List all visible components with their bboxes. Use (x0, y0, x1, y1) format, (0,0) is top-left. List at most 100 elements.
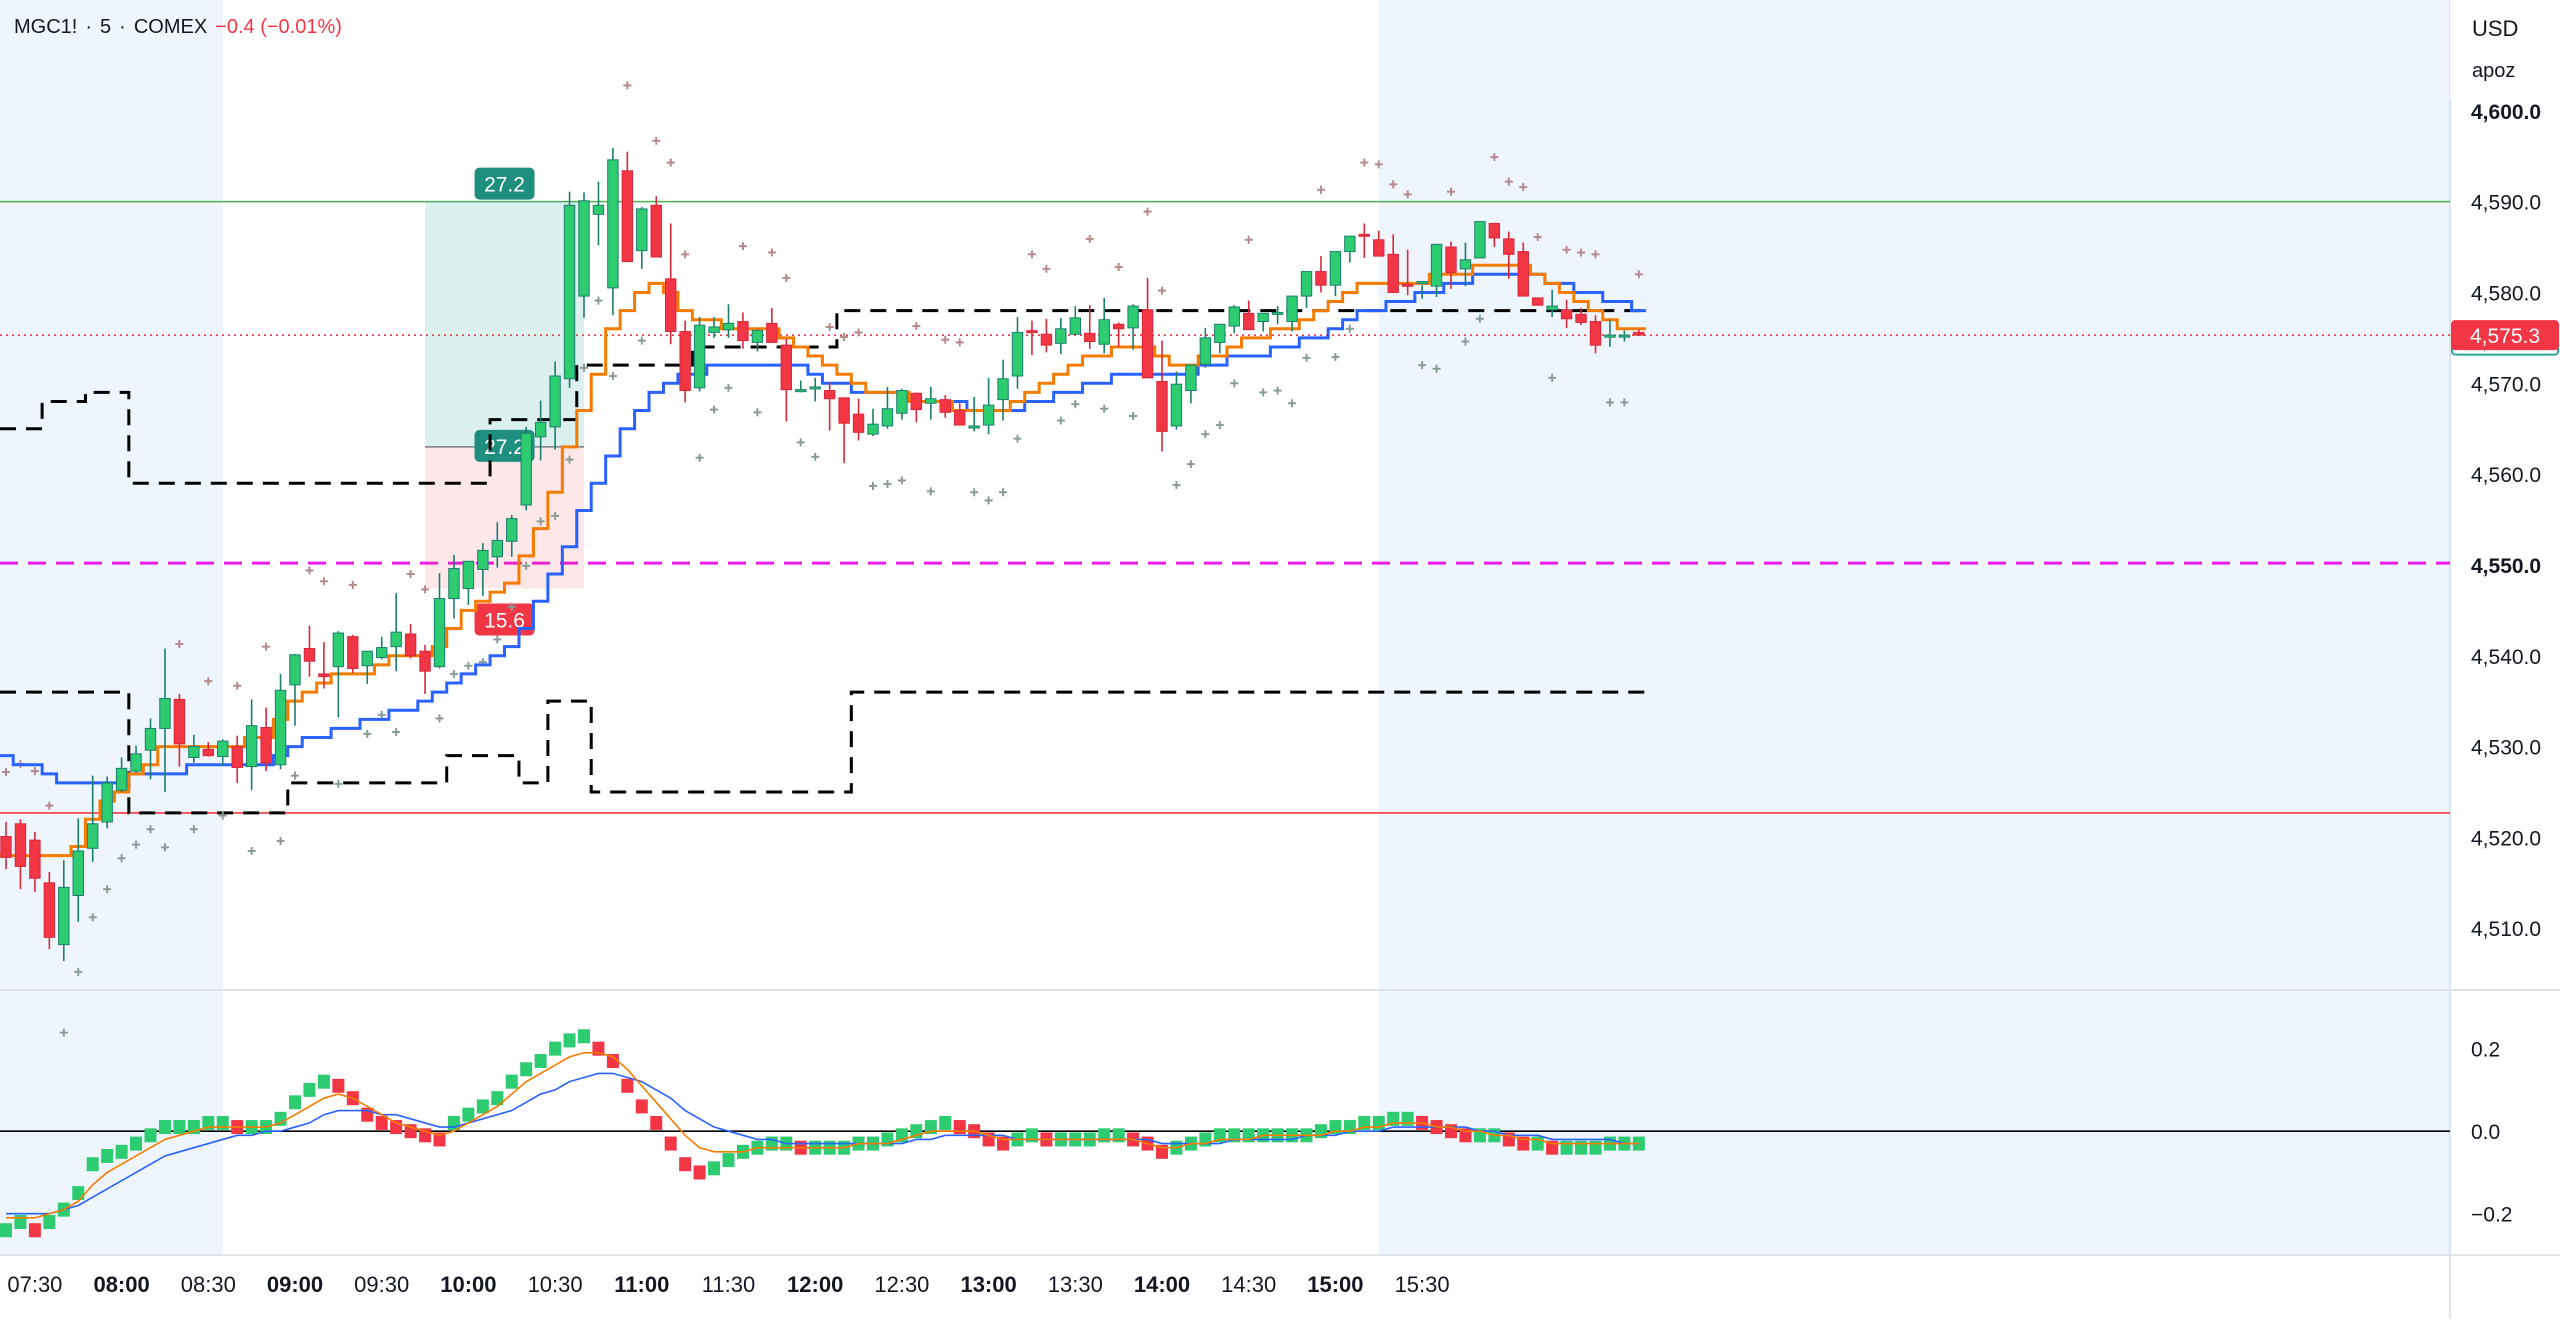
candle (838, 397, 850, 464)
time-tick: 11:30 (702, 1272, 755, 1297)
candle-body (188, 746, 200, 758)
osc-bar (144, 1128, 157, 1143)
fast-ma-line (0, 263, 1647, 858)
stop-marker (551, 511, 560, 520)
stop-marker (507, 602, 516, 611)
candle-body (867, 423, 879, 435)
candle-body (318, 673, 330, 678)
currency-label[interactable]: USD (2472, 16, 2519, 41)
osc-bar (939, 1115, 952, 1130)
candle (534, 400, 547, 461)
stop-marker (493, 635, 502, 644)
candle (433, 573, 446, 669)
stop-marker (522, 561, 531, 570)
candle-body (823, 390, 836, 400)
stop-marker (117, 854, 126, 863)
candle-body (1589, 321, 1602, 346)
candle (419, 644, 431, 694)
stop-marker (1201, 430, 1210, 439)
symbol-legend[interactable]: MGC1! · 5 · COMEX −0.4 (−0.01%) (14, 16, 342, 39)
osc-bar (635, 1099, 648, 1114)
stop-marker (1432, 364, 1441, 373)
stop-marker (1374, 160, 1383, 169)
osc-tick: 0.2 (2471, 1039, 2500, 1062)
candle-body (1040, 333, 1053, 346)
osc-bar (86, 1157, 99, 1172)
candle (809, 377, 821, 402)
step-lines (0, 309, 1647, 815)
candle-body (982, 404, 995, 426)
stop-marker (1345, 324, 1354, 333)
stop-marker (1605, 398, 1614, 407)
time-tick: 14:30 (1221, 1272, 1276, 1297)
candle (722, 304, 735, 338)
osc-bar (317, 1074, 330, 1089)
candle-body (72, 850, 84, 897)
candle (751, 329, 764, 352)
candle (506, 514, 518, 557)
osc-bar (693, 1165, 706, 1180)
stop-marker (1114, 263, 1123, 272)
stop-marker (1504, 177, 1513, 186)
time-tick: 11:00 (614, 1272, 669, 1297)
stop-marker (608, 372, 617, 381)
candle (1228, 305, 1240, 334)
time-tick: 08:30 (181, 1272, 236, 1297)
candle-body (1604, 334, 1616, 338)
candle-body (1474, 221, 1486, 259)
candle (1055, 317, 1067, 355)
candle-body (534, 421, 547, 438)
stop-marker (377, 710, 386, 719)
stop-marker (334, 779, 343, 788)
candle-body (1271, 311, 1284, 315)
stop-marker (1634, 270, 1643, 279)
stop-marker (1302, 353, 1311, 362)
time-tick: 12:00 (787, 1272, 843, 1297)
candle (115, 757, 128, 792)
stop-marker (1013, 434, 1022, 443)
candle (173, 693, 186, 767)
account-label[interactable]: apoz (2472, 60, 2516, 82)
candle-body (1560, 309, 1573, 320)
stop-marker (1158, 286, 1166, 295)
time-tick: 13:00 (960, 1272, 1016, 1297)
stop-marker (811, 452, 820, 461)
stop-marker (1215, 421, 1224, 430)
stop-marker (955, 338, 964, 347)
candle-body (477, 549, 489, 570)
candle (347, 634, 359, 674)
candle-body (665, 278, 677, 333)
stop-marker (1056, 416, 1065, 425)
candle (1127, 304, 1139, 350)
stop-marker (59, 1028, 68, 1037)
candle (361, 650, 373, 684)
candle (43, 871, 56, 950)
stop-marker (869, 481, 877, 490)
candle (737, 312, 749, 349)
candle-body (130, 753, 142, 772)
stop-marker (1085, 234, 1094, 243)
candle-body (1358, 233, 1370, 237)
last-price-tag: 4,575.3 (2451, 320, 2559, 351)
stop-marker (189, 825, 198, 834)
candle-body (404, 633, 417, 657)
candle (1170, 371, 1183, 430)
stop-marker (1143, 207, 1152, 216)
candle-body (43, 882, 56, 938)
candle-body (1575, 313, 1587, 323)
candle-body (1026, 330, 1038, 334)
symbol-name: MGC1! (14, 16, 78, 38)
candle (1546, 289, 1558, 317)
osc-bar (72, 1186, 85, 1201)
osc-bar (462, 1107, 475, 1122)
time-tick: 09:00 (267, 1272, 323, 1297)
osc-bar (505, 1074, 518, 1089)
candle (968, 396, 980, 432)
candle-body (506, 518, 518, 542)
candle (1329, 251, 1342, 297)
candle (693, 316, 706, 392)
candle-body (939, 399, 951, 413)
